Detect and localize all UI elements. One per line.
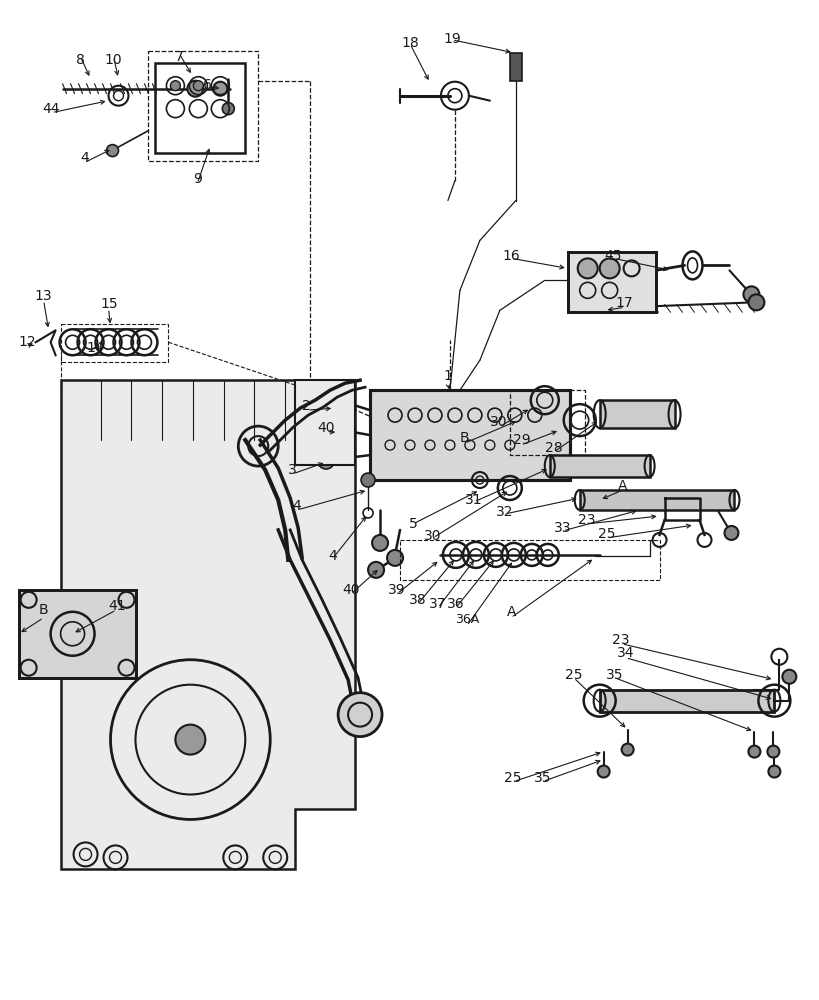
Text: 25: 25 <box>504 771 521 785</box>
Text: 17: 17 <box>615 296 632 310</box>
Bar <box>599 400 674 428</box>
Bar <box>567 252 654 312</box>
Text: 7: 7 <box>174 50 183 64</box>
Circle shape <box>222 103 234 115</box>
Circle shape <box>318 453 333 469</box>
Text: 34: 34 <box>617 646 634 660</box>
Text: 39: 39 <box>387 583 405 597</box>
Bar <box>599 690 773 712</box>
Bar <box>549 455 649 477</box>
Text: 9: 9 <box>192 172 201 186</box>
Text: 25: 25 <box>564 668 581 682</box>
Bar <box>61 324 168 362</box>
Text: 3: 3 <box>287 463 296 477</box>
Circle shape <box>325 391 342 409</box>
Text: 40: 40 <box>318 421 335 435</box>
Text: 10: 10 <box>105 53 122 67</box>
Text: 15: 15 <box>100 297 117 311</box>
Text: 4: 4 <box>79 151 88 165</box>
Text: 4: 4 <box>292 499 301 513</box>
Circle shape <box>577 258 597 278</box>
Text: 35: 35 <box>533 771 550 785</box>
Text: 2: 2 <box>302 399 311 413</box>
Bar <box>509 53 521 81</box>
Bar <box>579 490 734 510</box>
Circle shape <box>372 535 387 551</box>
Text: 23: 23 <box>577 513 595 527</box>
Circle shape <box>170 81 180 91</box>
Circle shape <box>723 526 738 540</box>
Text: 31: 31 <box>464 493 482 507</box>
Text: 36: 36 <box>446 597 464 611</box>
Text: 29: 29 <box>512 433 530 447</box>
Circle shape <box>360 473 374 487</box>
Text: 38: 38 <box>409 593 427 607</box>
Text: 28: 28 <box>545 441 562 455</box>
Circle shape <box>748 746 759 758</box>
Bar <box>567 252 654 312</box>
Text: 40: 40 <box>342 583 360 597</box>
Text: 5: 5 <box>409 517 417 531</box>
Circle shape <box>781 670 795 684</box>
Text: 30: 30 <box>489 415 506 429</box>
Text: A: A <box>506 605 516 619</box>
Circle shape <box>213 82 227 96</box>
Text: 45: 45 <box>604 249 621 263</box>
Text: 30: 30 <box>423 529 441 543</box>
Text: B: B <box>459 431 468 445</box>
Circle shape <box>193 81 203 91</box>
Bar <box>400 540 658 580</box>
Circle shape <box>387 550 402 566</box>
Text: 18: 18 <box>400 36 419 50</box>
Bar <box>509 390 584 455</box>
Bar <box>295 380 355 465</box>
Circle shape <box>767 746 778 758</box>
Text: 36A: 36A <box>455 613 479 626</box>
Text: 14: 14 <box>87 341 104 355</box>
Text: 4: 4 <box>328 549 337 563</box>
Text: 25: 25 <box>597 527 614 541</box>
Text: 1: 1 <box>443 369 451 383</box>
Bar <box>148 51 258 161</box>
Circle shape <box>743 286 758 302</box>
Bar <box>156 63 245 153</box>
Text: 41: 41 <box>108 599 125 613</box>
Text: 12: 12 <box>18 335 36 349</box>
Circle shape <box>748 294 763 310</box>
Bar <box>19 590 136 678</box>
Text: 32: 32 <box>495 505 513 519</box>
Circle shape <box>599 258 619 278</box>
Circle shape <box>175 725 205 755</box>
Text: 16: 16 <box>502 249 520 263</box>
Bar <box>369 390 569 480</box>
Bar <box>369 390 569 480</box>
Text: 44: 44 <box>43 102 60 116</box>
Circle shape <box>337 693 382 737</box>
Polygon shape <box>61 380 355 869</box>
Text: 13: 13 <box>34 289 52 303</box>
Circle shape <box>368 562 383 578</box>
Text: 33: 33 <box>553 521 570 535</box>
Circle shape <box>188 81 203 97</box>
Circle shape <box>106 145 119 157</box>
Text: 37: 37 <box>428 597 446 611</box>
Text: A: A <box>618 479 627 493</box>
Circle shape <box>330 422 346 438</box>
Text: B: B <box>38 603 48 617</box>
Circle shape <box>597 766 609 778</box>
Circle shape <box>621 744 633 756</box>
Bar <box>19 590 136 678</box>
Text: 6: 6 <box>202 78 211 92</box>
Circle shape <box>767 766 780 778</box>
Text: 35: 35 <box>605 668 622 682</box>
Text: 19: 19 <box>443 32 461 46</box>
Text: 8: 8 <box>76 53 85 67</box>
Text: 23: 23 <box>612 633 629 647</box>
